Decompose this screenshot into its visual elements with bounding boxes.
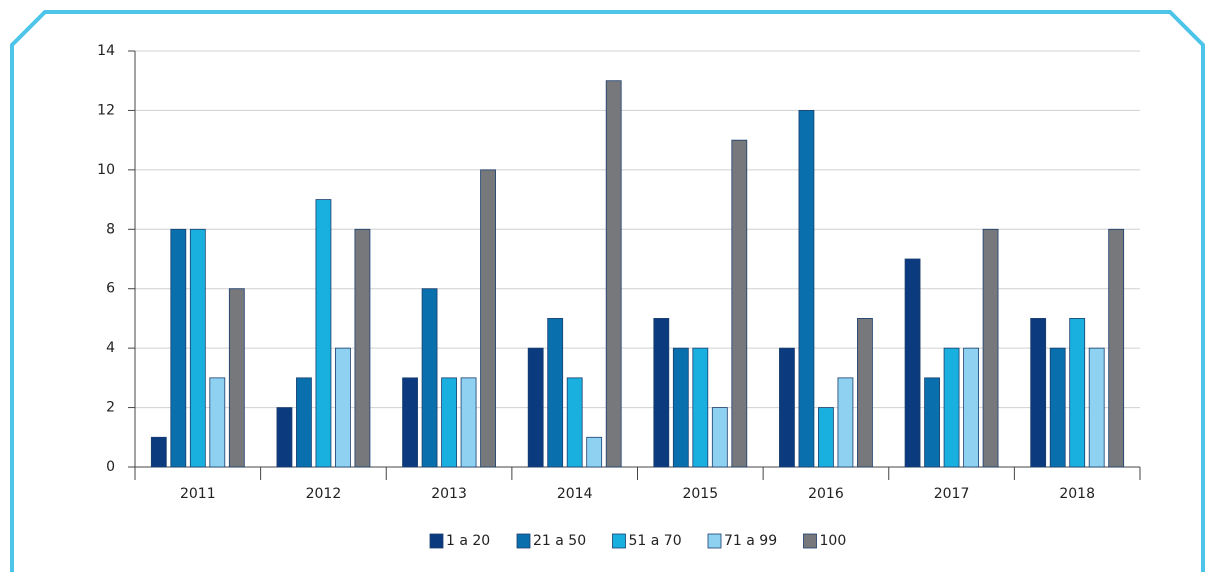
bar (1108, 228, 1125, 468)
bar (1069, 318, 1086, 468)
bar (315, 199, 332, 468)
legend-swatch (803, 533, 817, 549)
x-tick-label: 2014 (557, 486, 593, 502)
bar (402, 377, 418, 468)
bar (711, 407, 728, 468)
legend-label: 1 a 20 (446, 533, 490, 549)
bar (460, 377, 477, 468)
bar (335, 347, 351, 468)
bar (1030, 318, 1047, 468)
x-tick-label: 2016 (808, 486, 844, 502)
legend-swatch (612, 533, 626, 549)
frame (10, 10, 1205, 572)
bar (653, 318, 670, 468)
legend-label: 21 a 50 (533, 533, 586, 549)
bar (1088, 347, 1105, 468)
y-tick-label: 10 (97, 162, 115, 178)
bar (421, 288, 438, 468)
bar (904, 258, 921, 468)
legend-swatch (707, 533, 722, 549)
bar (857, 318, 873, 468)
bar (566, 377, 583, 468)
bar (276, 407, 293, 468)
bar (170, 228, 187, 468)
bar (228, 288, 245, 468)
bar (527, 347, 544, 468)
bar (798, 110, 815, 468)
y-tick-label: 4 (106, 340, 115, 356)
bar (779, 347, 795, 468)
bar (1049, 347, 1066, 468)
x-tick-label: 2017 (934, 486, 970, 502)
bar (354, 228, 371, 468)
bar (189, 228, 206, 468)
legend-label: 100 (820, 533, 847, 549)
bar (480, 169, 496, 468)
bar (296, 377, 312, 468)
bar (982, 228, 999, 468)
bar (943, 347, 960, 468)
y-tick-label: 6 (106, 281, 115, 297)
legend-swatch (516, 533, 531, 549)
bar (441, 377, 457, 468)
x-tick-label: 2015 (682, 486, 718, 502)
legend-label: 71 a 99 (724, 533, 777, 549)
x-tick-label: 2013 (431, 486, 467, 502)
bar (605, 80, 622, 468)
bar (963, 347, 979, 468)
x-tick-label: 2011 (180, 486, 216, 502)
y-tick-label: 2 (106, 400, 115, 416)
bar (924, 377, 940, 468)
bar (818, 407, 834, 468)
bar (672, 347, 689, 468)
y-tick-label: 0 (106, 459, 115, 475)
bar (547, 318, 564, 468)
y-tick-label: 12 (97, 102, 115, 118)
x-tick-label: 2012 (306, 486, 342, 502)
x-tick-label: 2018 (1059, 486, 1095, 502)
legend-label: 51 a 70 (629, 533, 682, 549)
bar (209, 377, 226, 468)
legend-swatch (429, 533, 444, 549)
y-tick-label: 14 (97, 43, 115, 59)
bar (837, 377, 854, 468)
bar (731, 139, 748, 468)
y-tick-label: 8 (106, 221, 115, 237)
bar (586, 436, 603, 468)
bar (150, 436, 167, 468)
bar (692, 347, 709, 468)
